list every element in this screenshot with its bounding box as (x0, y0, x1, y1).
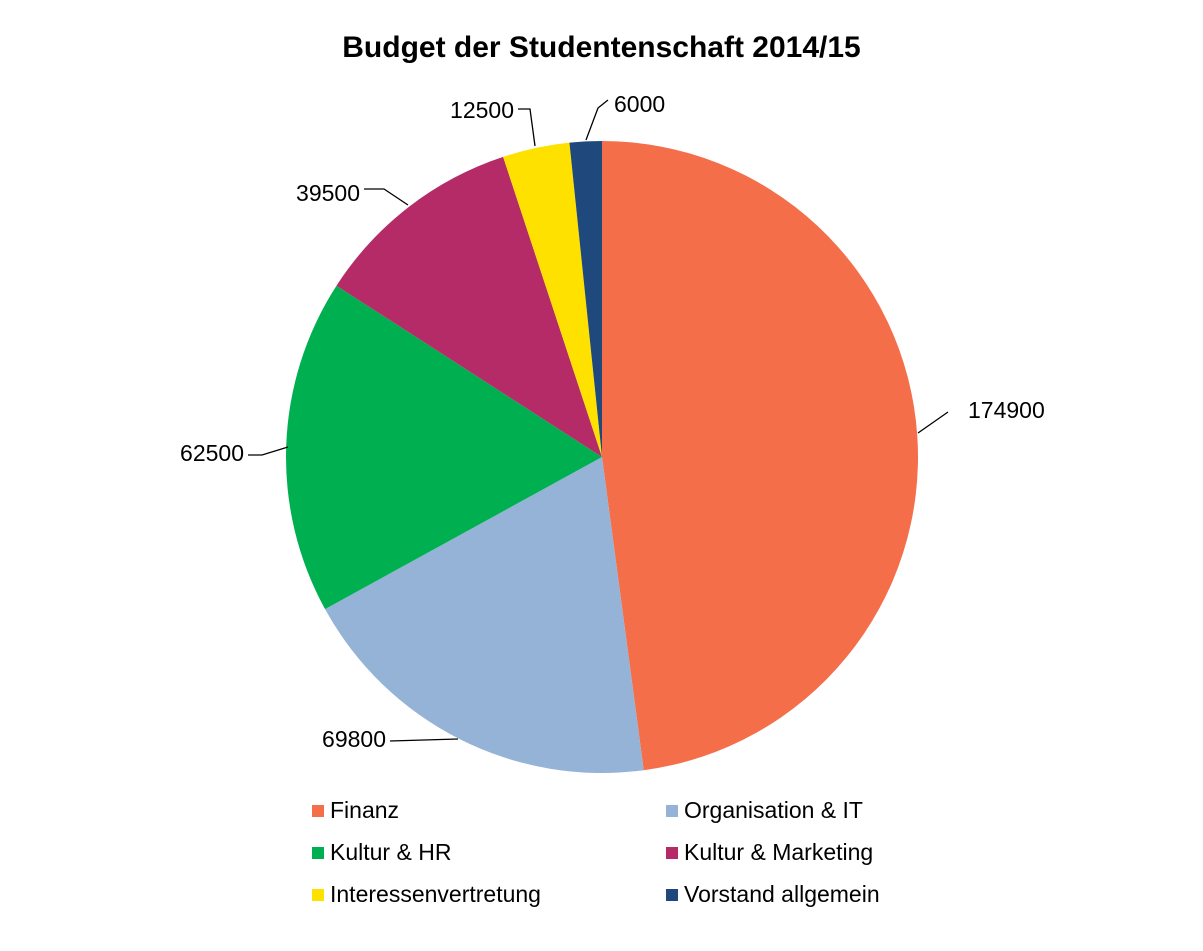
data-label-1: 174900 (968, 397, 1045, 423)
pie-slice-1 (602, 141, 919, 771)
leader-lines (248, 99, 949, 742)
legend-label-3: Kultur & HR (330, 839, 452, 865)
legend-label-5: Interessenvertretung (330, 881, 541, 907)
pie-slice-3 (286, 285, 602, 610)
legend-swatch-3 (312, 846, 324, 859)
pie-slice-4 (336, 156, 602, 457)
legend-item-6: Vorstand allgemein (666, 878, 956, 911)
legend-swatch-5 (312, 888, 324, 901)
data-labels: 174900 69800 62500 39500 12500 6000 (180, 91, 1045, 752)
legend: Finanz Organisation & IT Kultur & HR Kultur… (312, 794, 952, 911)
legend-label-6: Vorstand allgemein (684, 881, 880, 907)
leader-line-6 (585, 99, 609, 141)
legend-item-3: Kultur & HR (312, 836, 666, 869)
legend-label-2: Organisation & IT (684, 797, 863, 823)
pie-slice-2 (325, 457, 644, 773)
legend-swatch-2 (666, 804, 678, 817)
legend-item-4: Kultur & Marketing (666, 836, 956, 869)
legend-swatch-4 (666, 846, 678, 859)
pie-slice-6 (569, 141, 602, 457)
data-label-5: 12500 (450, 97, 514, 123)
data-label-3: 62500 (180, 440, 244, 466)
data-label-6: 6000 (614, 91, 665, 117)
legend-item-2: Organisation & IT (666, 794, 956, 827)
data-label-2: 69800 (322, 726, 386, 752)
legend-item-5: Interessenvertretung (312, 878, 666, 911)
data-label-4: 39500 (296, 180, 360, 206)
legend-swatch-1 (312, 804, 324, 817)
leader-line-4 (364, 188, 409, 206)
legend-swatch-6 (666, 888, 678, 901)
pie-slice-5 (503, 142, 602, 457)
leader-line-1 (917, 411, 949, 434)
leader-line-5 (518, 108, 536, 147)
leader-line-2 (389, 738, 459, 742)
leader-line-3 (248, 446, 289, 456)
legend-item-1: Finanz (312, 794, 666, 827)
pie-slices (286, 141, 919, 773)
legend-label-1: Finanz (330, 797, 400, 823)
legend-label-4: Kultur & Marketing (684, 839, 874, 865)
chart-title: Budget der Studentenschaft 2014/15 (342, 31, 861, 64)
